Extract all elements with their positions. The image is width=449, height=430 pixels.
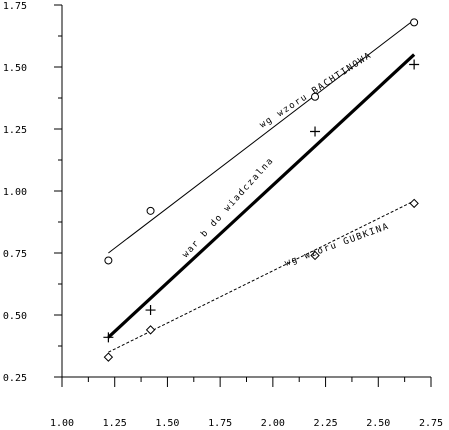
diamond-marker — [409, 198, 419, 209]
y-tick-label: 1.25 — [3, 125, 27, 136]
y-tick-label: 0.25 — [3, 373, 27, 384]
x-tick-label: 1.00 — [50, 418, 74, 429]
x-tick-label: 1.75 — [208, 418, 232, 429]
x-tick-label: 2.25 — [314, 418, 338, 429]
plus-marker — [103, 332, 114, 343]
x-tick-label: 2.50 — [366, 418, 390, 429]
series-label-doswiadczalna: war b do wiadczalna — [181, 156, 276, 260]
x-tick-label: 2.00 — [261, 418, 285, 429]
plus-marker — [409, 59, 420, 70]
x-tick-label: 2.75 — [419, 418, 443, 429]
axes: 1.00 1.25 1.50 1.75 2.00 2.25 2.50 2.75 0.25 0.50… — [3, 1, 443, 429]
series-label-gubkina: wg wzoru GUBKINA — [284, 222, 391, 269]
circle-marker — [311, 92, 320, 101]
fit-lines — [107, 19, 416, 353]
circle-marker — [410, 18, 419, 27]
circle-marker — [146, 206, 155, 215]
series-line — [108, 19, 415, 254]
series-label-bachtinowa: wg wzoru BACHTINOWA — [258, 51, 374, 131]
diamond-marker — [145, 325, 156, 335]
data-markers — [103, 18, 420, 362]
circle-marker — [104, 256, 113, 265]
series-line — [108, 200, 415, 353]
plus-marker — [310, 126, 321, 137]
y-tick-label: 1.00 — [3, 187, 27, 198]
y-tick-label: 1.50 — [3, 63, 27, 74]
y-tick-label: 1.75 — [3, 1, 27, 12]
x-tick-label: 1.50 — [155, 418, 179, 429]
y-tick-label: 0.50 — [3, 311, 27, 322]
series-line — [107, 53, 416, 339]
diamond-marker — [103, 352, 114, 362]
y-tick-label: 0.75 — [3, 249, 27, 260]
x-tick-label: 1.25 — [103, 418, 127, 429]
diamond-marker — [310, 250, 320, 261]
plus-marker — [145, 305, 156, 316]
